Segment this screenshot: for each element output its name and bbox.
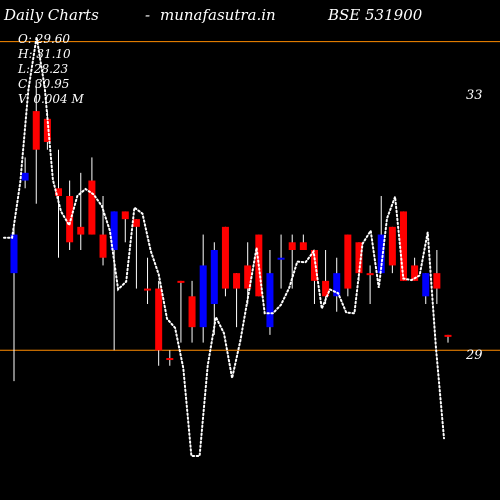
candle-body	[32, 111, 40, 150]
candle-body	[266, 273, 274, 328]
candle-body	[199, 265, 207, 328]
candle-body	[333, 273, 341, 297]
candle-body	[299, 242, 307, 250]
candle-body	[355, 242, 363, 274]
title-separator: -	[145, 6, 151, 24]
candle-body	[210, 250, 218, 305]
level-label-lower: 29	[466, 348, 483, 363]
candle-body	[399, 211, 407, 281]
moving-average-line	[3, 36, 445, 457]
candle-body	[99, 234, 107, 258]
high-value: H: 31.10	[18, 47, 71, 61]
candlestick-series	[10, 80, 452, 382]
candle-body	[43, 118, 51, 142]
stock-symbol: BSE 531900	[328, 6, 423, 24]
candle-body	[77, 226, 85, 235]
level-label-upper: 33	[466, 88, 483, 103]
candle-body	[277, 257, 285, 260]
candle-body	[188, 296, 196, 328]
candle-body	[88, 180, 96, 235]
candle-body	[288, 242, 296, 250]
candle-body	[233, 273, 241, 289]
support-resistance-levels	[0, 41, 500, 351]
candle-body	[221, 226, 229, 289]
candle-body	[388, 226, 396, 266]
candle-body	[244, 265, 252, 289]
low-value: L: 28.23	[18, 62, 69, 76]
candle-body	[55, 188, 63, 196]
open-value: O: 29.60	[18, 32, 71, 46]
candle-body	[444, 334, 452, 337]
candle-body	[132, 219, 140, 227]
candle-body	[66, 195, 74, 243]
candle-body	[155, 288, 163, 351]
candle-body	[422, 273, 430, 297]
candle-body	[177, 280, 185, 283]
candle-body	[166, 358, 174, 361]
candle-body	[433, 273, 441, 289]
volume-value: V: 0.004 M	[18, 92, 84, 106]
candle-body	[310, 250, 318, 281]
candle-body	[377, 234, 385, 274]
candle-body	[344, 234, 352, 289]
chart-title: Daily Charts	[4, 6, 99, 24]
close-value: C: 30.95	[18, 77, 70, 91]
candle-body	[121, 211, 129, 220]
moving-average-series	[3, 36, 445, 457]
candle-body	[322, 280, 330, 297]
candle-body	[110, 211, 118, 250]
candle-body	[366, 273, 374, 276]
candle-body	[411, 265, 419, 281]
site-name: munafasutra.in	[160, 6, 276, 24]
candle-body	[144, 288, 152, 291]
candle-body	[10, 234, 18, 274]
candle-body	[21, 172, 29, 181]
